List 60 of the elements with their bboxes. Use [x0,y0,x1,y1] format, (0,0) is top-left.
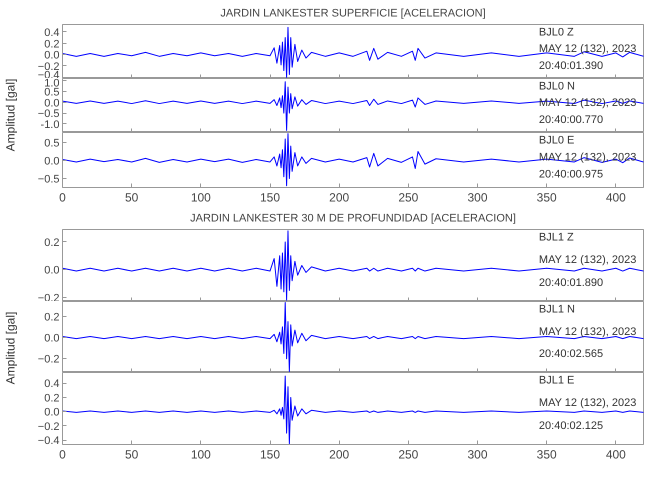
annotation: BJL1 E [538,374,574,386]
annotation: MAY 12 (132), 2023 [538,43,636,56]
x-tick-label: 150 [260,190,280,204]
y-tick-label: -1.0 [40,118,60,131]
annotation: MAY 12 (132), 2023 [538,254,636,266]
x-tick-label: 300 [467,448,488,462]
y-axis-title: Amplitud [gal] [4,78,18,152]
x-tick-label: 200 [329,190,350,204]
annotation: BJL1 Z [538,232,574,244]
annotation: BJL0 Z [538,26,574,38]
x-tick-label: 50 [124,190,139,204]
y-tick-label: 0.5 [44,138,60,150]
y-tick-label: 0.0 [44,97,60,110]
x-tick-label: 0 [59,448,66,462]
y-tick-label: 0.0 [44,156,60,168]
annotation: 20:40:00.770 [538,114,604,126]
x-tick-label: 250 [398,190,419,204]
y-axis-title: Amplitud [gal] [4,312,18,384]
x-tick-label: 100 [190,190,212,204]
y-tick-label: −0.2 [38,420,60,433]
y-tick-label: 0.0 [44,264,60,277]
x-tick-label: 200 [329,448,350,462]
x-tick-label: 350 [536,448,558,462]
annotation: BJL0 E [538,134,574,146]
annotation: 20:40:01.390 [538,60,604,72]
annotation: 20:40:02.565 [538,348,604,360]
annotation: MAY 12 (132), 2023 [538,326,636,338]
y-tick-label: 0.2 [44,311,60,324]
y-tick-label: 0.2 [44,392,60,404]
x-tick-label: 300 [467,190,488,204]
y-tick-label: 0.0 [44,406,60,419]
y-tick-label: 0.4 [44,378,60,390]
y-tick-label: 0.0 [44,332,60,345]
line-series [62,376,644,444]
y-tick-label: −0.5 [38,174,60,186]
chart-title: JARDIN LANKESTER SUPERFICIE [ACELERACION] [220,8,486,20]
y-tick-label: 0.2 [44,236,60,249]
y-tick-label: −0.2 [38,292,60,304]
y-tick-label: −0.2 [38,354,60,366]
chart-title: JARDIN LANKESTER 30 M DE PROFUNDIDAD [ACELERACION] [190,212,516,224]
x-tick-label: 150 [260,448,280,462]
y-tick-label: 0.5 [44,86,60,98]
y-tick-label: 0.4 [44,26,60,39]
x-tick-label: 400 [606,190,626,204]
x-tick-label: 350 [536,190,558,204]
annotation: 20:40:00.975 [538,168,604,180]
annotation: BJL0 N [538,80,576,92]
annotation: 20:40:02.125 [538,420,604,432]
annotation: 20:40:01.890 [538,276,604,289]
y-tick-label: −0.5 [38,108,60,120]
x-tick-label: 50 [124,448,139,462]
y-tick-label: −0.4 [38,435,60,448]
annotation: MAY 12 (132), 2023 [538,397,636,410]
x-tick-label: 0 [59,190,66,204]
y-tick-label: 0.0 [44,50,60,62]
y-tick-label: 0.2 [44,38,60,50]
x-tick-label: 100 [190,448,212,462]
x-tick-label: 250 [398,448,419,462]
annotation: BJL1 N [538,304,576,316]
x-tick-label: 400 [606,448,626,462]
